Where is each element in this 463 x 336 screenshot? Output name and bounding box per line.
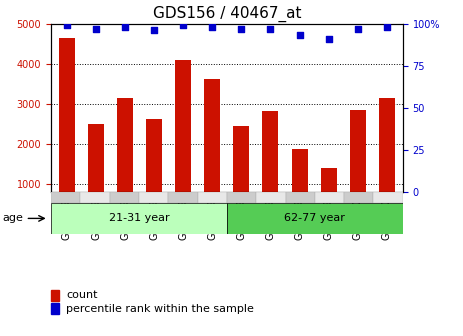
Bar — [263, 111, 278, 223]
Bar — [110, 192, 139, 203]
Bar — [204, 79, 220, 223]
Bar — [256, 192, 286, 203]
Bar — [51, 192, 80, 203]
Bar — [227, 192, 256, 203]
Bar — [175, 59, 191, 223]
Bar — [321, 168, 337, 223]
Bar — [379, 97, 395, 223]
Text: 21-31 year: 21-31 year — [109, 213, 169, 223]
FancyBboxPatch shape — [227, 203, 403, 234]
Bar — [59, 38, 75, 223]
Bar — [315, 192, 344, 203]
Point — [325, 36, 332, 41]
Bar — [374, 192, 403, 203]
Bar — [292, 149, 307, 223]
Text: count: count — [66, 290, 98, 300]
Text: 62-77 year: 62-77 year — [284, 213, 345, 223]
Text: percentile rank within the sample: percentile rank within the sample — [66, 304, 254, 314]
Point — [209, 24, 216, 30]
Bar — [146, 119, 162, 223]
Bar — [51, 303, 59, 314]
Point — [383, 24, 390, 30]
Point — [180, 23, 187, 28]
Bar — [198, 192, 227, 203]
Point — [63, 23, 71, 28]
Bar — [139, 192, 168, 203]
Bar — [168, 192, 198, 203]
Bar — [344, 192, 374, 203]
FancyBboxPatch shape — [51, 203, 227, 234]
Bar — [286, 192, 315, 203]
Point — [296, 33, 303, 38]
Point — [92, 26, 100, 31]
Bar — [350, 110, 366, 223]
Point — [150, 28, 158, 33]
Bar — [117, 97, 133, 223]
Title: GDS156 / 40467_at: GDS156 / 40467_at — [153, 6, 301, 22]
Text: age: age — [2, 213, 23, 223]
Bar — [51, 290, 59, 301]
Bar — [233, 126, 250, 223]
Point — [354, 26, 362, 31]
Point — [238, 26, 245, 31]
Point — [267, 26, 274, 31]
Bar — [80, 192, 110, 203]
Point — [121, 24, 129, 30]
Bar — [88, 124, 104, 223]
